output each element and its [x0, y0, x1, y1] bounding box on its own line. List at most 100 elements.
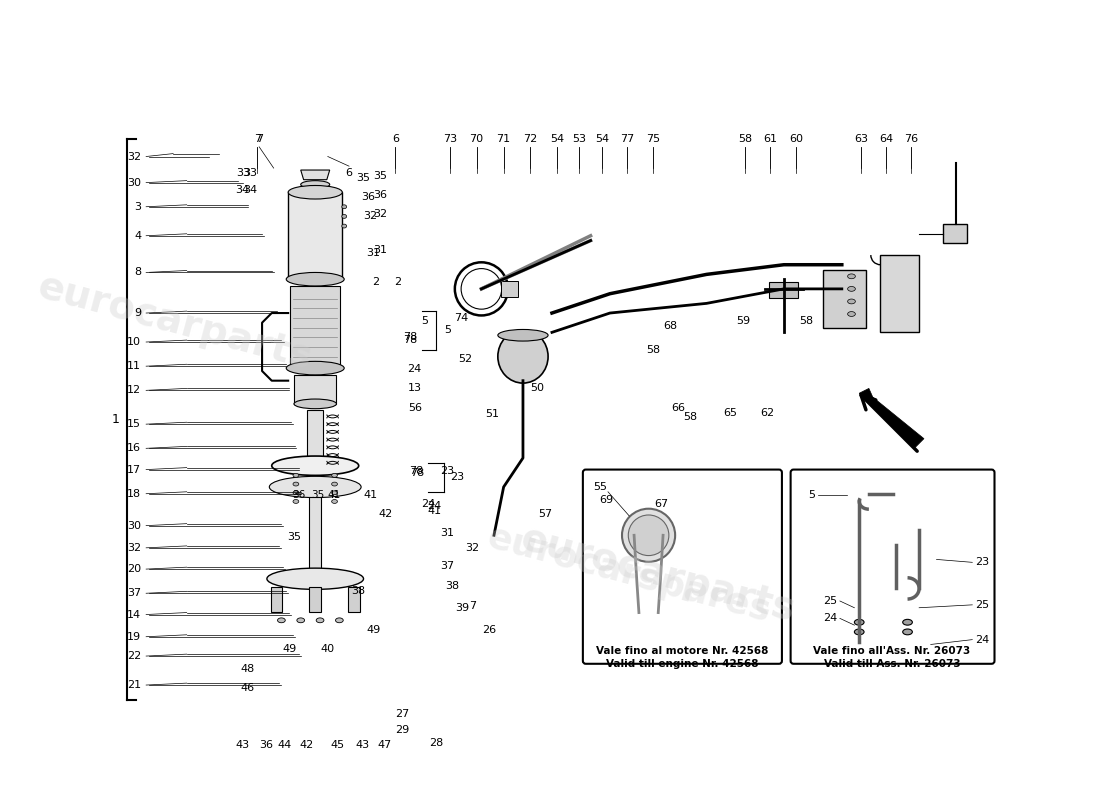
- Ellipse shape: [331, 491, 338, 494]
- Text: eurocarparts: eurocarparts: [34, 268, 317, 378]
- Ellipse shape: [316, 618, 323, 622]
- Text: 19: 19: [128, 632, 141, 642]
- Ellipse shape: [288, 186, 342, 199]
- Text: 20: 20: [128, 564, 141, 574]
- Text: 8: 8: [134, 267, 141, 278]
- Ellipse shape: [270, 476, 361, 498]
- Ellipse shape: [286, 273, 344, 286]
- Text: 37: 37: [440, 561, 454, 571]
- Bar: [880, 255, 920, 332]
- FancyBboxPatch shape: [791, 470, 994, 664]
- Text: 32: 32: [363, 211, 377, 222]
- Text: 41: 41: [363, 490, 377, 500]
- Text: Valid till engine Nr. 42568: Valid till engine Nr. 42568: [606, 658, 759, 669]
- Text: 58: 58: [647, 345, 660, 354]
- Text: Valid till Ass. Nr. 26073: Valid till Ass. Nr. 26073: [824, 658, 960, 669]
- Ellipse shape: [286, 362, 344, 375]
- Text: 78: 78: [409, 466, 424, 475]
- Text: 68: 68: [663, 321, 678, 330]
- Ellipse shape: [342, 224, 346, 228]
- Text: 5: 5: [807, 490, 815, 500]
- Text: 23: 23: [451, 472, 464, 482]
- Bar: [308, 410, 323, 463]
- Text: 6: 6: [345, 168, 352, 178]
- Text: 16: 16: [128, 443, 141, 454]
- Text: 18: 18: [128, 489, 141, 498]
- Text: 47: 47: [377, 740, 392, 750]
- Text: 71: 71: [496, 134, 510, 144]
- Text: 73: 73: [443, 134, 458, 144]
- Ellipse shape: [336, 618, 343, 622]
- Text: 74: 74: [454, 313, 469, 323]
- Text: 36: 36: [373, 190, 387, 200]
- Text: 34: 34: [235, 186, 250, 195]
- Text: 25: 25: [823, 596, 837, 606]
- Bar: [271, 587, 283, 612]
- Text: 6: 6: [392, 134, 399, 144]
- Ellipse shape: [267, 568, 363, 590]
- Text: 50: 50: [530, 383, 544, 394]
- FancyBboxPatch shape: [583, 470, 782, 664]
- Polygon shape: [859, 389, 924, 448]
- Ellipse shape: [300, 181, 330, 188]
- Text: 75: 75: [647, 134, 660, 144]
- Text: 27: 27: [395, 709, 409, 719]
- Text: 32: 32: [373, 210, 387, 219]
- Text: 10: 10: [128, 337, 141, 347]
- Text: 35: 35: [356, 173, 371, 182]
- Text: 32: 32: [465, 543, 480, 553]
- Text: 37: 37: [128, 588, 141, 598]
- Text: 77: 77: [620, 134, 635, 144]
- Text: 1: 1: [111, 413, 119, 426]
- Text: 35: 35: [373, 171, 387, 181]
- Text: 3: 3: [134, 202, 141, 212]
- Text: 31: 31: [441, 528, 454, 538]
- Ellipse shape: [293, 499, 299, 503]
- Text: 53: 53: [572, 134, 586, 144]
- Bar: [309, 587, 321, 612]
- Text: 46: 46: [241, 683, 254, 693]
- Text: 24: 24: [427, 502, 441, 511]
- Text: 7: 7: [255, 134, 263, 144]
- Ellipse shape: [621, 509, 675, 562]
- Text: 30: 30: [128, 178, 141, 187]
- Text: 70: 70: [470, 134, 484, 144]
- Text: 78: 78: [410, 469, 425, 478]
- Ellipse shape: [848, 274, 856, 278]
- Text: 61: 61: [763, 134, 778, 144]
- Text: 59: 59: [736, 316, 750, 326]
- Text: 11: 11: [128, 361, 141, 371]
- Bar: [294, 375, 337, 404]
- Text: 31: 31: [373, 246, 387, 255]
- Text: 33: 33: [235, 168, 250, 178]
- Text: 12: 12: [128, 386, 141, 395]
- Text: 65: 65: [724, 407, 738, 418]
- Ellipse shape: [848, 286, 856, 291]
- Text: 78: 78: [403, 335, 417, 345]
- Text: 34: 34: [243, 186, 257, 195]
- Text: 24: 24: [823, 614, 837, 623]
- Text: 63: 63: [855, 134, 868, 144]
- Text: 52: 52: [458, 354, 472, 365]
- Bar: [769, 282, 799, 298]
- Text: 36: 36: [258, 740, 273, 750]
- Text: 30: 30: [128, 521, 141, 530]
- Bar: [944, 224, 967, 243]
- Text: 48: 48: [241, 664, 255, 674]
- Text: 49: 49: [366, 625, 381, 635]
- Text: 24: 24: [408, 364, 422, 374]
- Text: 41: 41: [427, 506, 441, 516]
- Text: 24: 24: [421, 499, 436, 510]
- Text: eurocarparts: eurocarparts: [517, 519, 800, 629]
- Text: 72: 72: [522, 134, 537, 144]
- Text: 44: 44: [277, 740, 292, 750]
- Text: 2: 2: [373, 277, 380, 287]
- Text: 5: 5: [421, 316, 428, 326]
- Text: 69: 69: [600, 494, 613, 505]
- Bar: [500, 281, 518, 297]
- Text: 4: 4: [134, 230, 141, 241]
- Text: 40: 40: [321, 644, 334, 654]
- Ellipse shape: [331, 499, 338, 503]
- Text: 2: 2: [394, 277, 400, 287]
- Ellipse shape: [855, 629, 865, 635]
